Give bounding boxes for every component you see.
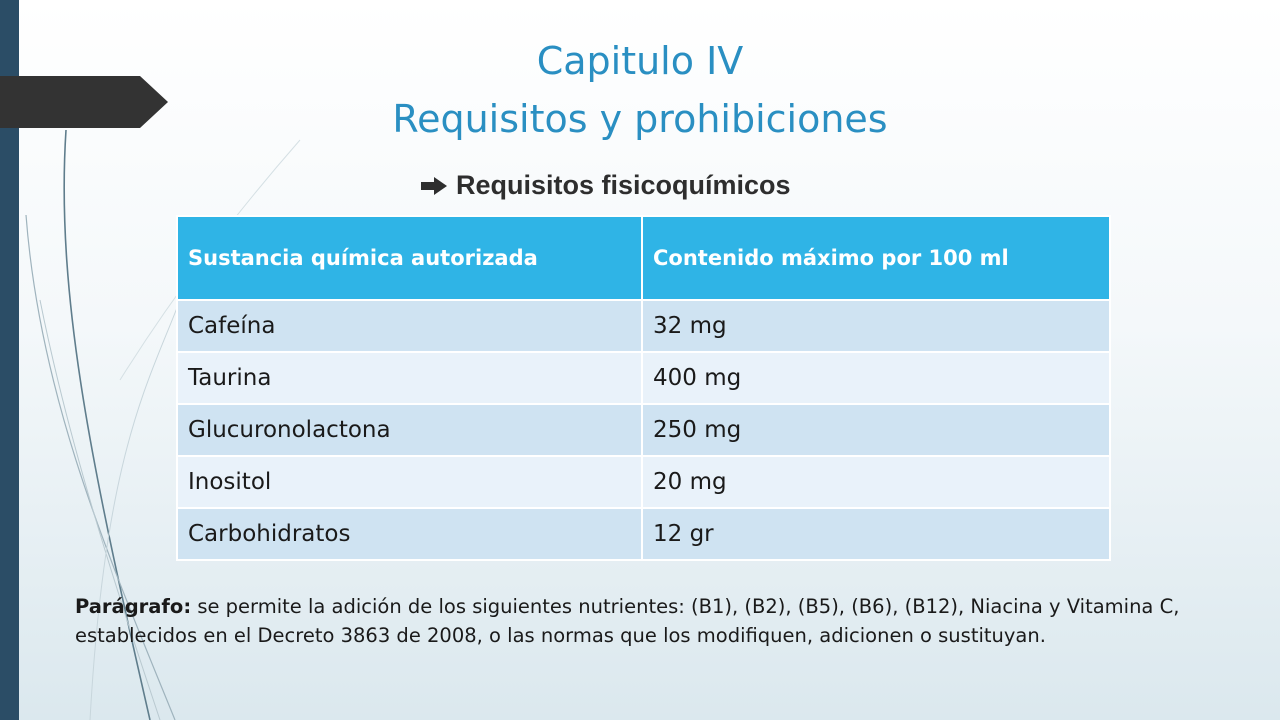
substance-cell: Glucuronolactona bbox=[176, 403, 643, 457]
table-row: Glucuronolactona 250 mg bbox=[176, 403, 1111, 457]
page-title-subtitle: Requisitos y prohibiciones bbox=[392, 97, 888, 141]
substance-cell: Cafeína bbox=[176, 299, 643, 353]
subheading: Requisitos fisicoquímicos bbox=[420, 170, 791, 201]
content-cell: 400 mg bbox=[641, 351, 1111, 405]
left-accent-bar bbox=[0, 0, 19, 720]
requirements-table: Sustancia química autorizada Contenido m… bbox=[176, 215, 1111, 561]
content-cell: 32 mg bbox=[641, 299, 1111, 353]
content-cell: 12 gr bbox=[641, 507, 1111, 561]
paragraph-note: Parágrafo: se permite la adición de los … bbox=[75, 592, 1205, 650]
header-substance: Sustancia química autorizada bbox=[176, 215, 643, 301]
note-text: se permite la adición de los siguientes … bbox=[75, 595, 1180, 647]
substance-cell: Carbohidratos bbox=[176, 507, 643, 561]
table-row: Carbohidratos 12 gr bbox=[176, 507, 1111, 561]
content-cell: 20 mg bbox=[641, 455, 1111, 509]
page-title-chapter: Capitulo IV bbox=[536, 39, 744, 83]
table-row: Taurina 400 mg bbox=[176, 351, 1111, 405]
substance-cell: Taurina bbox=[176, 351, 643, 405]
note-label: Parágrafo: bbox=[75, 595, 192, 618]
content-cell: 250 mg bbox=[641, 403, 1111, 457]
table-row: Cafeína 32 mg bbox=[176, 299, 1111, 353]
table-row: Inositol 20 mg bbox=[176, 455, 1111, 509]
title-tab-shape bbox=[0, 76, 168, 128]
subheading-text: Requisitos fisicoquímicos bbox=[456, 170, 791, 200]
arrow-right-icon bbox=[421, 176, 447, 195]
substance-cell: Inositol bbox=[176, 455, 643, 509]
table-header-row: Sustancia química autorizada Contenido m… bbox=[176, 215, 1111, 301]
header-max-content: Contenido máximo por 100 ml bbox=[641, 215, 1111, 301]
